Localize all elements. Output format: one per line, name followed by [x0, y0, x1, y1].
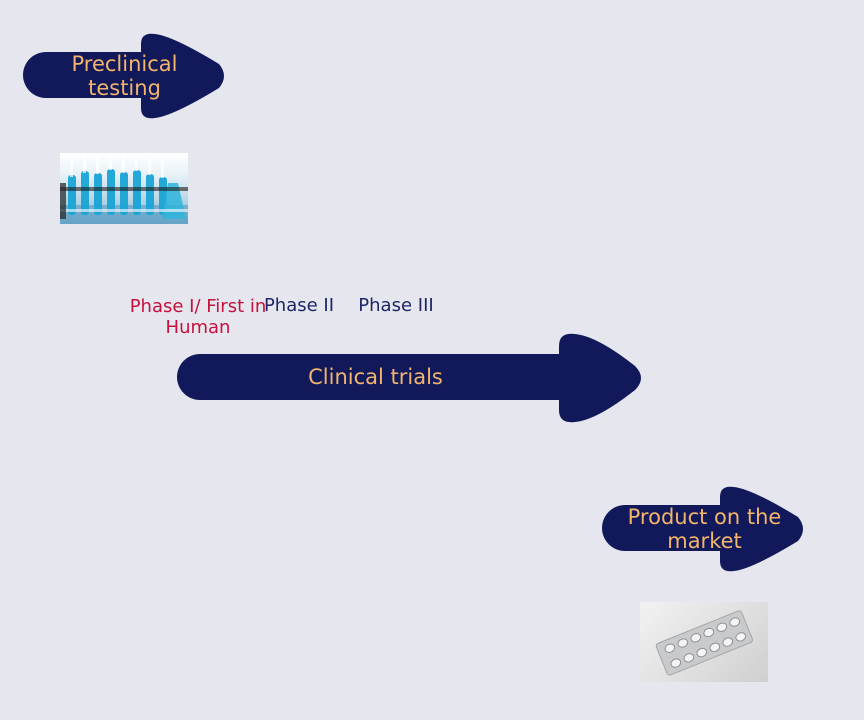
market-label: Product on the market [627, 504, 782, 553]
clinical-trials-label: Clinical trials [308, 364, 443, 389]
clinical-trials-arrow: Clinical trials [177, 332, 644, 424]
preclinical-arrow-shape [23, 33, 224, 119]
market-arrow-shape [602, 486, 803, 572]
phase-1-label: Phase I/ First in Human [129, 296, 267, 338]
clinical-trials-arrow-shape [177, 333, 641, 423]
market-arrow: Product on the market [602, 483, 806, 575]
preclinical-label: Preclinical testing [71, 51, 178, 100]
phase-3-label: Phase III [358, 295, 434, 316]
phase-2-label: Phase II [263, 295, 335, 316]
preclinical-arrow: Preclinical testing [23, 30, 227, 122]
pill-blister-pack-photo [640, 602, 768, 682]
lab-test-tubes-photo [60, 153, 188, 224]
